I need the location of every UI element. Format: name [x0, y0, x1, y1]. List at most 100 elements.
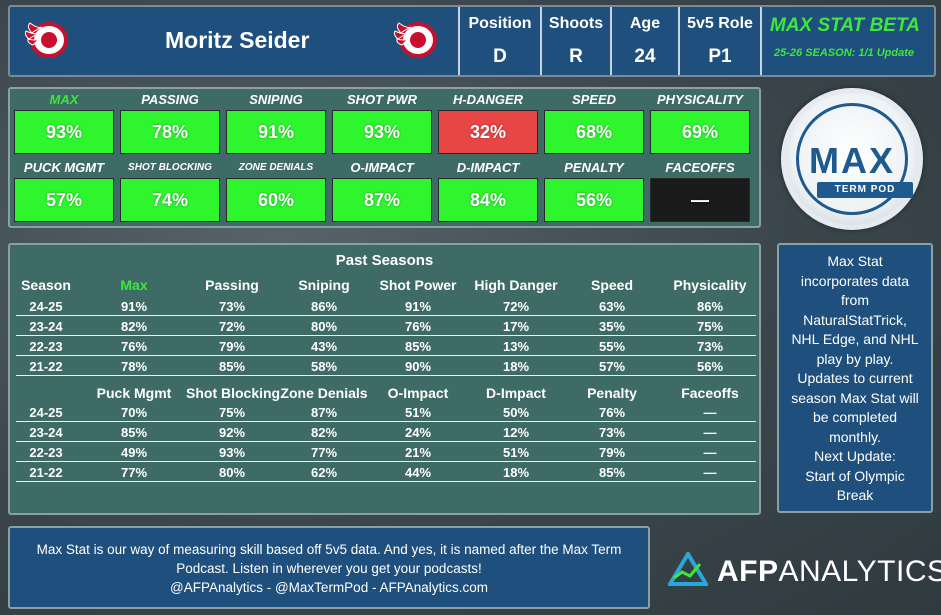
tile-label-faceoffs: FACEOFFS [665, 160, 735, 175]
tile-label-shot-blocking: SHOT BLOCKING [128, 162, 212, 173]
logo-term-pod-text: TERM POD [817, 182, 913, 198]
table-row-cell: 80% [310, 319, 338, 334]
tile-label-max: MAX [49, 92, 79, 107]
table-row-cell: 35% [598, 319, 626, 334]
sidebar-line: Start of Olympic [805, 467, 905, 484]
shoots-label: Shoots [548, 15, 604, 32]
table-header-row-2-cell: Puck Mgmt [96, 385, 172, 401]
position-value: D [493, 46, 507, 67]
table-row-cell: 55% [598, 339, 626, 354]
table-header-row-cell: Passing [205, 277, 259, 293]
footer-note: Max Stat is our way of measuring skill b… [8, 526, 650, 609]
table-row-cell: 44% [404, 465, 432, 480]
table-header-row-2-cell: Penalty [587, 385, 637, 401]
table-row-cell: 18% [502, 359, 530, 374]
tile-label-penalty: PENALTY [564, 160, 624, 175]
table-row-cell: — [703, 425, 717, 440]
table-row-cell: 85% [120, 425, 148, 440]
sidebar-line: Break [836, 487, 874, 503]
table-header-row-cell: Speed [590, 277, 633, 293]
past-seasons-title: Past Seasons [335, 252, 434, 269]
role-cell: 5v5 Role P1 [678, 7, 762, 75]
table-row-cell: 57% [598, 359, 626, 374]
max-term-pod-logo: MAX TERM POD [781, 88, 923, 230]
tile-label-sniping: SNIPING [249, 92, 303, 107]
table-row-cell: 51% [502, 445, 530, 460]
table-header-row-cell: High Danger [474, 277, 558, 293]
sidebar-line: Max Stat [827, 253, 883, 269]
table-row-cell: 82% [310, 425, 338, 440]
sidebar-line: NHL Edge, and NHL [791, 331, 919, 347]
table-row: 24-25 91% 73% 86% 91% 72% 63% 86% [16, 297, 756, 316]
table-row-cell: 86% [696, 299, 724, 314]
tile-value-speed: 68% [544, 110, 644, 154]
table-row: 21-22 77% 80% 62% 44% 18% 85% — [16, 463, 756, 482]
table-row-cell: 82% [120, 319, 148, 334]
tile-value-shot-blocking: 74% [120, 178, 220, 222]
table-row-cell: 86% [310, 299, 338, 314]
table-row-cell: — [703, 465, 717, 480]
sidebar-line: from [841, 292, 869, 308]
player-name: Moritz Seider [165, 27, 310, 53]
red-wings-logo-icon [24, 22, 68, 58]
sidebar-line: Updates to current [797, 370, 913, 386]
table-row-cell: — [703, 445, 717, 460]
table-header-row-cell: Season [21, 277, 71, 293]
tile-value-puck-mgmt: 57% [14, 178, 114, 222]
table-row-cell: 17% [502, 319, 530, 334]
table-row-cell: 63% [598, 299, 626, 314]
tile-value-zone-denials: 60% [226, 178, 326, 222]
role-label: 5v5 Role [687, 15, 753, 32]
sidebar-line: NaturalStatTrick, [803, 311, 907, 328]
table-row-cell: 23-24 [29, 319, 63, 334]
tile-value-passing: 78% [120, 110, 220, 154]
sidebar-line: play by play. [816, 350, 894, 367]
table-row-cell: 62% [310, 465, 338, 480]
info-sidebar: Max Stat incorporates data from NaturalStat… [777, 243, 933, 513]
tile-label-speed: SPEED [571, 92, 617, 107]
table-row: 24-25 70% 75% 87% 51% 50% 76% — [16, 403, 756, 422]
tile-label-o-impact: O-IMPACT [350, 160, 414, 175]
tile-label-zone-denials: ZONE DENIALS [238, 162, 314, 173]
table-row: 21-22 78% 85% 58% 90% 18% 57% 56% [16, 357, 756, 376]
analytics-text: ANALYTICS [778, 555, 941, 588]
table-row-cell: 75% [696, 319, 724, 334]
table-row-cell: 90% [404, 359, 432, 374]
table-header-row-cell: Max [120, 277, 148, 293]
footer-line-1: Max Stat is our way of measuring skill b… [36, 542, 622, 557]
tile-label-physicality: PHYSICALITY [657, 92, 743, 107]
table-row-cell: 24% [404, 425, 432, 440]
table-header-row-cell: Physicality [673, 277, 747, 293]
table-row: 23-24 85% 92% 82% 24% 12% 73% — [16, 423, 756, 442]
past-seasons-panel: Past Seasons Season Max Passing Sniping Shot… [8, 243, 761, 515]
tile-value-faceoffs: — [650, 178, 750, 222]
age-label: Age [629, 15, 661, 32]
table-row-cell: 76% [120, 339, 148, 354]
table-row-cell: 21% [404, 445, 432, 460]
table-row-cell: 79% [218, 339, 246, 354]
sidebar-line: Next Update: [814, 448, 896, 464]
table-row-cell: 77% [310, 445, 338, 460]
afp-text: AFP [717, 555, 779, 588]
beta-title: MAX STAT BETA [770, 15, 920, 36]
table-row: 22-23 49% 93% 77% 21% 51% 79% — [16, 443, 756, 462]
table-header-row-2-cell: Shot Blocking [186, 385, 281, 401]
table-row-cell: 22-23 [29, 445, 63, 460]
table-row-cell: 51% [404, 405, 432, 420]
tile-label-d-impact: D-IMPACT [456, 160, 520, 175]
position-label: Position [468, 15, 532, 32]
table-row-cell: 22-23 [29, 339, 63, 354]
table-row-cell: 58% [310, 359, 338, 374]
table-row-cell: 12% [502, 425, 530, 440]
tile-value-penalty: 56% [544, 178, 644, 222]
table-row-cell: 24-25 [29, 299, 63, 314]
table-row-cell: 72% [218, 319, 246, 334]
age-value: 24 [634, 46, 656, 67]
sidebar-line: season Max Stat will [791, 389, 919, 406]
role-value: P1 [708, 46, 732, 67]
sidebar-line: incorporates data [800, 272, 910, 289]
table-row-cell: 70% [120, 405, 148, 420]
tile-value-max: 93% [14, 110, 114, 154]
table-row-cell: 78% [120, 359, 148, 374]
tile-value-o-impact: 87% [332, 178, 432, 222]
